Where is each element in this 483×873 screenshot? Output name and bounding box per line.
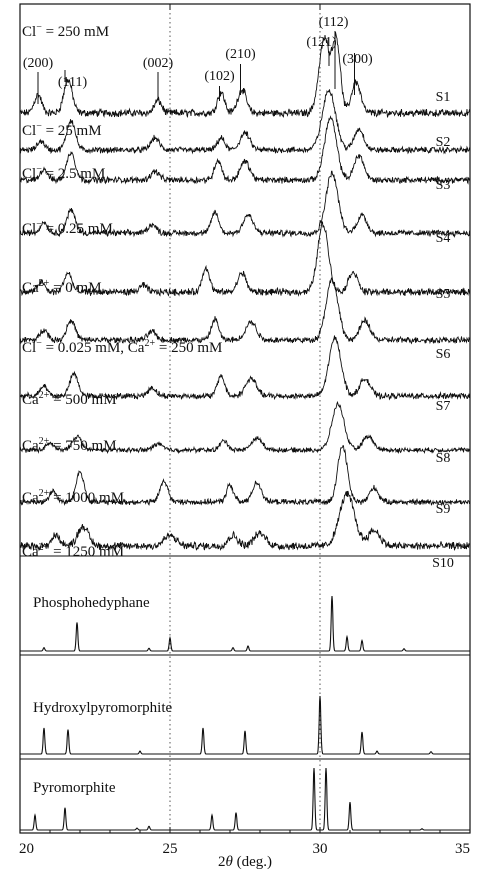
- cond-label-s3: Cl− = 2.5 mM: [22, 164, 105, 182]
- trace-s4: [19, 170, 471, 239]
- reference-trace-hydroxylpyromorphite: [20, 695, 470, 755]
- x-tick-label-20: 20: [19, 841, 34, 857]
- x-tick-label-30: 30: [313, 841, 328, 857]
- trace-s7: [19, 335, 471, 401]
- series-label-s2: S2: [436, 135, 451, 150]
- trace-s8: [19, 400, 471, 455]
- series-label-s9: S9: [436, 502, 451, 517]
- trace-s6: [19, 277, 471, 345]
- peak-label-112: (112): [319, 15, 349, 30]
- series-label-s4: S4: [436, 231, 451, 246]
- trace-s1: [19, 31, 471, 118]
- peak-label-002: (002): [143, 56, 174, 71]
- cond-label-s7: Ca2+ = 500 mM: [22, 390, 117, 408]
- reference-label-pyromorphite: Pyromorphite: [33, 780, 116, 796]
- x-tick-label-25: 25: [163, 841, 178, 857]
- cond-label-s10: Ca2+ = 1250 mM: [22, 542, 124, 560]
- series-label-s6: S6: [436, 347, 451, 362]
- series-label-s5: S5: [436, 287, 451, 302]
- trace-s3: [19, 115, 471, 186]
- reference-label-hydroxylpyromorphite: Hydroxylpyromorphite: [33, 700, 172, 716]
- peak-label-102: (102): [204, 69, 235, 84]
- peak-label-111: (111): [58, 75, 88, 90]
- series-label-s10: S10: [432, 556, 454, 571]
- text-layer: Cl− = 250 mM Cl− = 25 mM Cl− = 2.5 mM Cl…: [19, 15, 470, 870]
- series-label-s7: S7: [436, 399, 451, 414]
- peak-label-200: (200): [23, 56, 54, 71]
- reference-trace-pyromorphite: [20, 767, 470, 831]
- trace-s2: [19, 89, 471, 155]
- x-tick-label-35: 35: [455, 841, 470, 857]
- trace-s9: [19, 445, 471, 507]
- cond-label-s8: Ca2+ = 750 mM: [22, 436, 117, 454]
- traces-layer: [19, 31, 471, 831]
- peak-label-121: (121): [306, 35, 337, 50]
- cond-label-s4: Cl− = 0.25 mM: [22, 219, 113, 237]
- cond-label-s6: Cl− = 0.025 mM, Ca2+ = 250 mM: [22, 338, 222, 356]
- cond-label-s2: Cl− = 25 mM: [22, 121, 102, 139]
- reference-trace-phosphohedyphane: [20, 595, 470, 652]
- peak-label-210: (210): [225, 47, 256, 62]
- x-axis-label: 2θ (deg.): [218, 854, 272, 870]
- peak-label-300: (300): [342, 52, 373, 67]
- cond-label-s9: Ca2+ = 1000 mM: [22, 488, 124, 506]
- trace-s5: [19, 221, 471, 297]
- series-label-s1: S1: [436, 90, 451, 105]
- series-label-s8: S8: [436, 451, 451, 466]
- reference-label-phosphohedyphane: Phosphohedyphane: [33, 595, 150, 611]
- cond-label-s5: Ca2+ = 0 mM: [22, 278, 102, 296]
- plot-frame: [19, 3, 471, 834]
- cond-label-s1: Cl− = 250 mM: [22, 22, 109, 40]
- series-label-s3: S3: [436, 178, 451, 193]
- trace-s10: [19, 490, 471, 552]
